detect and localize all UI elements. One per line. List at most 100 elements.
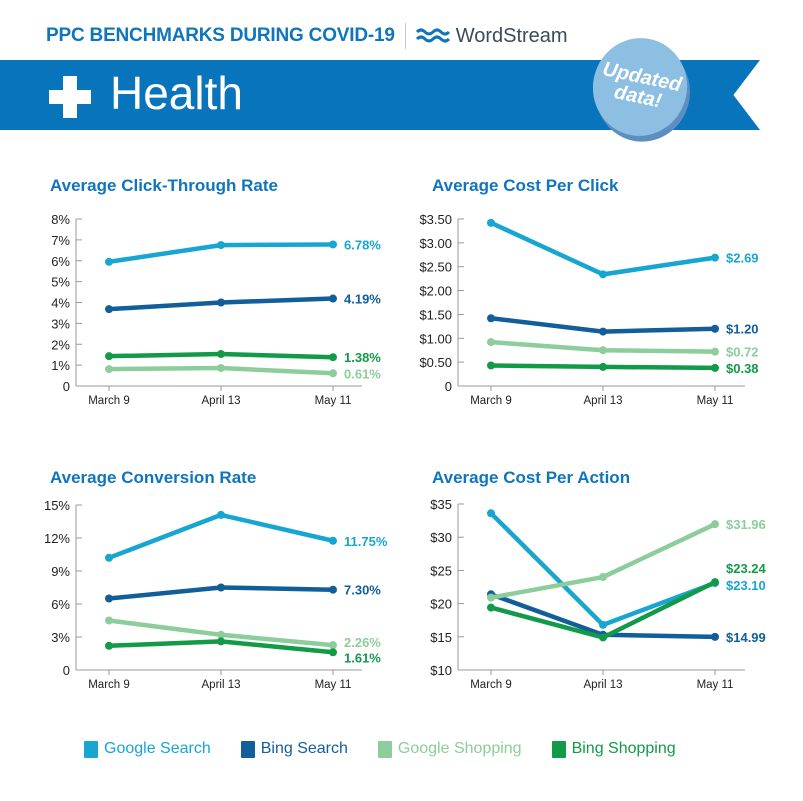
data-point [599,362,607,371]
x-tick-label: May 11 [697,679,734,691]
data-point [217,298,225,307]
data-point [105,641,113,650]
data-point [487,509,495,518]
data-point [599,346,607,355]
value-label: $0.72 [726,345,759,360]
value-label: $23.24 [726,561,767,576]
ctr-chart-title: Average Click-Through Rate [50,176,278,195]
data-point [487,593,495,602]
data-point [217,510,225,519]
value-label: $23.10 [726,578,766,593]
cpc-chart-title: Average Cost Per Click [432,176,619,195]
x-tick-label: April 13 [584,395,623,407]
value-label: $14.99 [726,630,766,645]
series-line-google-search [108,512,334,560]
y-tick-label: 7% [51,233,70,248]
y-tick-label: $2.00 [419,284,452,299]
category-title: Health [110,67,243,119]
header-line: PPC BENCHMARKS DURING COVID-19 WordStrea… [46,22,568,50]
y-tick-label: 1% [51,358,70,373]
data-point [487,603,495,612]
value-label: $2.69 [726,251,759,266]
y-tick-label: $20 [430,597,452,612]
x-tick-label: March 9 [88,679,130,691]
y-tick-label: 0 [63,663,70,678]
y-tick-label: $3.50 [419,212,452,227]
x-tick-label: March 9 [470,679,512,691]
data-point [329,536,337,545]
x-tick-label: April 13 [584,679,623,691]
data-point [105,553,113,562]
x-tick-label: April 13 [202,679,241,691]
data-point [711,324,719,333]
data-point [487,361,495,370]
y-tick-label: $3.00 [419,236,452,251]
data-point [105,305,113,314]
y-tick-label: $10 [430,663,452,678]
y-tick-label: 6% [51,254,70,269]
legend-item: Google Search [84,740,211,758]
y-tick-label: 4% [51,296,70,311]
legend-label: Google Shopping [397,740,522,757]
chart-3: $10 $15 $20 $25 $30 $35 March 9 April 13 May 11 $… [430,497,766,691]
data-point [329,641,337,650]
data-point [711,632,719,641]
data-point [217,583,225,592]
plus-cross-icon [49,76,91,118]
y-tick-label: 15% [44,498,70,513]
x-tick-label: March 9 [470,395,512,407]
data-point [105,616,113,625]
y-tick-label: $1.00 [419,331,452,346]
infographic-title: PPC BENCHMARKS DURING COVID-19 [46,25,395,46]
value-label: 1.61% [344,650,381,665]
x-tick-label: March 9 [88,395,130,407]
legend-swatch [84,740,98,758]
data-point [599,633,607,642]
legend-label: Bing Shopping [571,740,676,757]
y-tick-label: $2.50 [419,260,452,275]
brand-name: WordStream [455,24,568,47]
chart-2: 0 3% 6% 9% 12% 15% March 9 April 13 May 11 11.75%… [44,498,388,691]
legend-swatch [551,740,566,758]
legend-swatch [240,740,255,758]
y-tick-label: 3% [51,630,70,645]
data-point [599,327,607,336]
x-tick-label: May 11 [697,395,734,407]
data-point [599,573,607,582]
series-line-google-shopping [490,522,716,600]
data-point [329,240,337,249]
data-point [487,218,495,227]
x-tick-label: May 11 [315,395,352,407]
data-point [487,338,495,347]
data-point [217,350,225,359]
data-point [711,578,719,587]
value-label: $31.96 [726,517,766,532]
legend-label: Google Search [104,740,211,757]
data-point [711,347,719,356]
data-point [105,365,113,374]
data-point [711,520,719,529]
divider [404,23,406,49]
data-point [711,363,719,372]
data-point [105,257,113,266]
legend-swatch [377,740,392,758]
y-tick-label: $30 [430,530,452,545]
y-tick-label: 6% [51,597,70,612]
data-point [599,270,607,279]
legend-item: Bing Shopping [551,740,676,758]
series-line-google-search [490,220,716,277]
value-label: 7.30% [344,583,381,598]
data-point [329,648,337,657]
chart-0: 0 1% 2% 3% 4% 5% 6% 7% 8% March 9 April 13 May 11 6.… [51,212,381,407]
value-label: 4.19% [344,292,381,307]
data-point [487,314,495,323]
brand-logo: WordStream [415,24,568,48]
wave-logo-icon [415,28,450,43]
value-label: 0.61% [344,366,381,381]
y-tick-label: $0.50 [419,355,452,370]
data-point [329,353,337,362]
y-tick-label: 12% [44,531,70,546]
y-tick-label: $35 [430,497,452,512]
y-tick-label: 2% [51,337,70,352]
